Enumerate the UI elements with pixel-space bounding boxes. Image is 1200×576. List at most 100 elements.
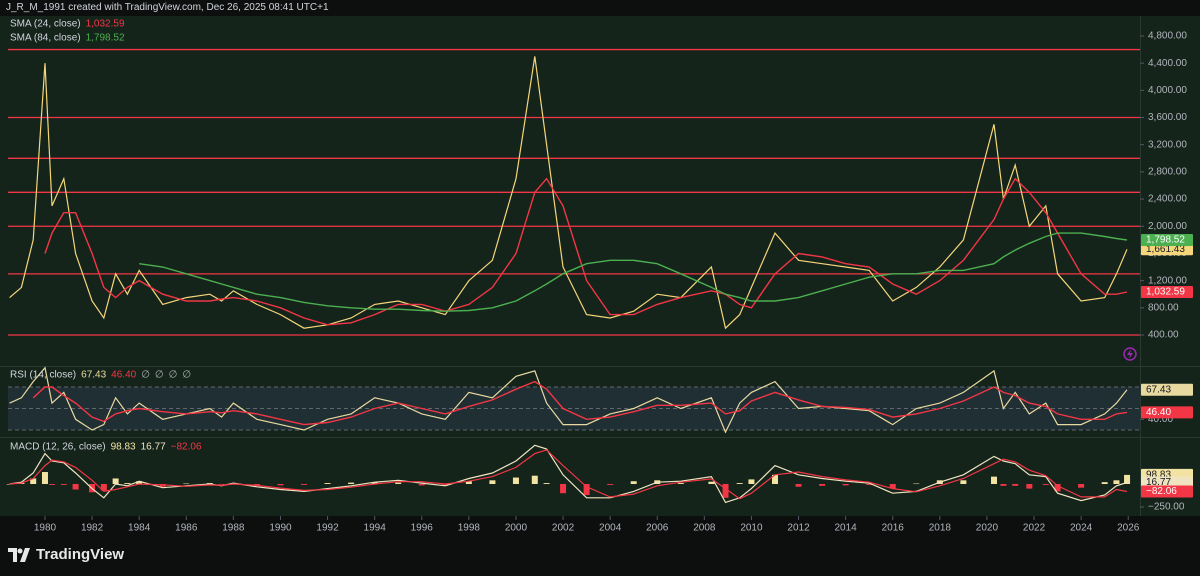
x-tick-label: 1996 <box>411 523 434 534</box>
x-tick-label: 1998 <box>458 523 481 534</box>
alert-icon <box>1123 347 1137 361</box>
chart: 4,800.00 4,400.00 4,000.00 3,600.00 3,200.00… <box>0 16 1200 534</box>
price-badge-label: 1,661.43 <box>1146 244 1185 255</box>
x-tick-label: 2016 <box>882 523 905 534</box>
legend-text: SMA (84, close) <box>10 33 81 44</box>
brand-logo <box>8 547 30 562</box>
legend-text: 67.43 <box>81 370 106 381</box>
legend-text: ∅ <box>155 370 164 381</box>
histogram-bar <box>371 482 378 484</box>
x-tick-label: 2000 <box>505 523 528 534</box>
histogram-bar <box>889 483 896 489</box>
histogram-bar <box>1101 482 1108 484</box>
price-badge <box>1141 243 1193 256</box>
x-tick-label: 1980 <box>34 523 57 534</box>
legend-text: RSI (14, close) <box>10 370 76 381</box>
legend-text: 16.77 <box>141 442 166 453</box>
histogram-bar <box>348 482 355 484</box>
histogram-bar <box>771 474 778 484</box>
legend-text: SMA (24, close) <box>10 19 81 30</box>
series-line <box>9 444 1128 504</box>
y-tick-label: 2,400.00 <box>1148 194 1187 205</box>
histogram-bar <box>842 483 849 486</box>
histogram-bar <box>866 483 873 485</box>
legend-text: 1,032.59 <box>86 19 125 30</box>
histogram-bar <box>60 483 67 485</box>
histogram-bar <box>442 483 449 486</box>
histogram-bar <box>218 483 225 485</box>
x-tick-label: 1982 <box>81 523 104 534</box>
series-line <box>139 232 1128 312</box>
x-tick-label: 2002 <box>552 523 575 534</box>
histogram-bar <box>560 483 567 494</box>
y-tick-label: 400.00 <box>1148 330 1179 341</box>
brand-name: TradingView <box>36 546 125 563</box>
histogram-bar <box>277 483 284 486</box>
histogram-bar <box>418 483 425 486</box>
y-tick-label: 2,000.00 <box>1148 221 1187 232</box>
histogram-bar <box>253 483 260 486</box>
legend-text: 46.40 <box>111 370 136 381</box>
legend-text: MACD (12, 26, close) <box>10 442 106 453</box>
x-tick-label: 2012 <box>787 523 810 534</box>
histogram-bar <box>49 483 56 485</box>
histogram-bar <box>583 483 590 496</box>
y-tick-label: 1,200.00 <box>1148 275 1187 286</box>
y-tick-label: 4,800.00 <box>1148 31 1187 42</box>
series-line <box>9 56 1128 330</box>
legend-text: ∅ <box>182 370 191 381</box>
histogram-bar <box>41 472 48 484</box>
price-badge <box>1141 485 1193 498</box>
price-badge <box>1141 476 1193 489</box>
x-tick-label: 2014 <box>835 523 858 534</box>
histogram-bar <box>465 481 472 484</box>
x-tick-label: 2006 <box>646 523 669 534</box>
histogram-bar <box>301 483 308 485</box>
price-badge <box>1141 233 1193 246</box>
y-tick-label: 40.00 <box>1148 414 1173 425</box>
y-tick-label: 2,800.00 <box>1148 167 1187 178</box>
price-badge-label: 1,032.59 <box>1146 287 1185 298</box>
histogram-bar <box>607 483 614 485</box>
legend-text: ∅ <box>141 370 150 381</box>
histogram-bar <box>1124 474 1131 484</box>
series-line <box>32 380 1128 426</box>
y-tick-label: −250.00 <box>1148 502 1185 513</box>
price-badge <box>1141 383 1193 396</box>
histogram-bar <box>1054 483 1061 492</box>
x-tick-label: 1994 <box>364 523 387 534</box>
histogram-bar <box>136 481 143 484</box>
legend-text: 98.83 <box>111 442 136 453</box>
x-tick-label: 2024 <box>1070 523 1093 534</box>
x-tick-label: 2026 <box>1117 523 1140 534</box>
histogram-bar <box>819 483 826 486</box>
y-tick-label: 3,600.00 <box>1148 112 1187 123</box>
brand: TradingView <box>8 546 124 563</box>
price-badge-label: −82.06 <box>1146 486 1177 497</box>
histogram-bar <box>1078 483 1085 488</box>
price-badge <box>1141 406 1193 419</box>
rsi-band <box>8 387 1140 431</box>
histogram-bar <box>748 479 755 484</box>
x-tick-label: 2018 <box>929 523 952 534</box>
histogram-bar <box>708 481 715 484</box>
chart-background <box>0 16 1200 516</box>
histogram-bar <box>1042 483 1049 485</box>
x-tick-label: 2008 <box>693 523 716 534</box>
histogram-bar <box>183 483 190 485</box>
x-tick-label: 1986 <box>175 523 198 534</box>
histogram-bar <box>543 483 550 484</box>
histogram-bar <box>112 478 119 484</box>
histogram-bar <box>1012 483 1019 486</box>
y-tick-label: 800.00 <box>1148 302 1179 313</box>
x-tick-label: 2004 <box>599 523 622 534</box>
histogram-bar <box>489 480 496 484</box>
histogram-bar <box>124 483 131 484</box>
x-tick-label: 1992 <box>316 523 339 534</box>
y-tick-label: 4,000.00 <box>1148 85 1187 96</box>
price-badge-label: 46.40 <box>1146 407 1171 418</box>
histogram-bar <box>630 481 637 484</box>
x-tick-label: 1984 <box>128 523 151 534</box>
alert-icon <box>1127 349 1133 359</box>
